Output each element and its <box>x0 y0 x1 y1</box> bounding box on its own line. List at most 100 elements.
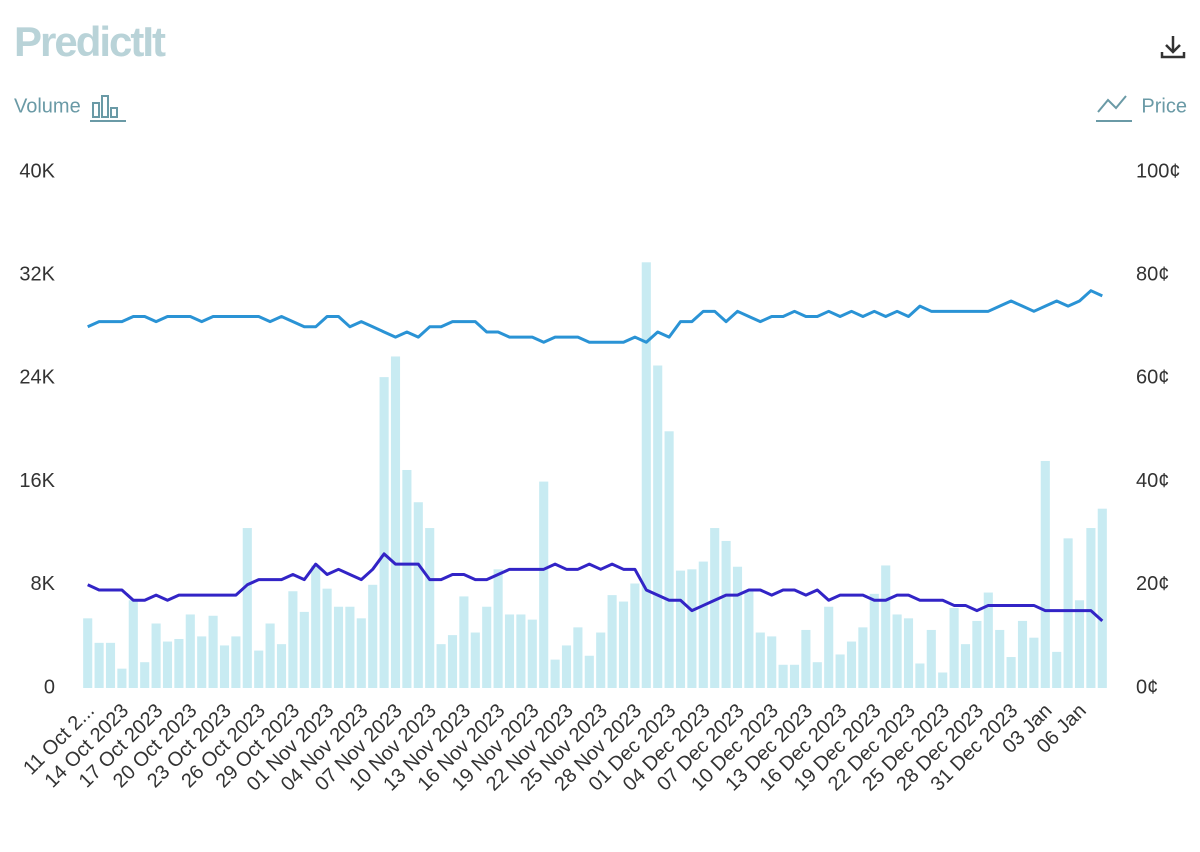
volume-bar <box>436 644 446 688</box>
volume-bar <box>1006 657 1016 688</box>
volume-bar <box>83 618 93 688</box>
y2-tick-label: 40¢ <box>1136 470 1169 492</box>
volume-bar <box>664 431 674 688</box>
volume-bar <box>493 569 503 688</box>
volume-bar <box>311 565 321 688</box>
volume-bar <box>1074 600 1085 688</box>
volume-bar <box>208 615 218 688</box>
volume-bar <box>1040 460 1050 688</box>
volume-bar <box>835 654 845 688</box>
volume-bar <box>630 583 640 688</box>
volume-bar <box>618 601 629 688</box>
volume-bar <box>653 365 663 688</box>
y-tick-label: 24K <box>19 367 55 389</box>
volume-bar <box>185 614 195 688</box>
logo: PredictIt <box>14 18 166 65</box>
volume-bar <box>162 641 173 688</box>
volume-bar <box>504 614 515 688</box>
volume-bar <box>539 481 549 688</box>
volume-bar <box>687 569 697 688</box>
volume-bar <box>721 540 731 688</box>
volume-bar <box>254 650 264 688</box>
volume-bar <box>242 528 252 688</box>
volume-bar <box>105 642 116 688</box>
volume-bar <box>983 592 993 688</box>
volume-bar <box>1017 620 1028 688</box>
y-axis-label: Volume <box>14 95 81 117</box>
volume-bar <box>767 636 777 688</box>
volume-bar <box>1086 528 1096 688</box>
volume-bar <box>94 642 104 688</box>
volume-bar <box>527 619 537 688</box>
y2-tick-label: 0¢ <box>1136 676 1158 698</box>
volume-bar <box>607 595 617 688</box>
volume-bar <box>265 623 275 688</box>
volume-bar <box>516 614 526 688</box>
volume-bar <box>960 644 971 688</box>
volume-bar <box>892 614 902 688</box>
volume-bar <box>379 377 389 688</box>
y2-tick-label: 60¢ <box>1136 367 1169 389</box>
y-tick-label: 40K <box>19 160 55 182</box>
volume-bar <box>174 638 184 688</box>
y2-tick-label: 100¢ <box>1136 160 1181 182</box>
volume-bar <box>824 606 834 688</box>
volume-bar <box>755 632 765 688</box>
volume-bar <box>345 606 355 688</box>
y2-tick-label: 80¢ <box>1136 263 1169 285</box>
price-line <box>87 552 1104 623</box>
volume-bar <box>573 627 583 688</box>
volume-bar <box>550 659 560 688</box>
volume-bar <box>698 561 708 688</box>
volume-icon <box>90 95 126 122</box>
volume-bar <box>938 672 948 688</box>
volume-bar <box>402 469 412 688</box>
volume-bar <box>596 632 606 688</box>
volume-bar <box>197 636 207 688</box>
volume-bar <box>482 606 492 688</box>
volume-bar <box>744 591 754 688</box>
volume-bar <box>1052 651 1062 688</box>
volume-bar <box>641 262 651 688</box>
volume-bar <box>812 662 822 688</box>
volume-bar <box>903 618 914 688</box>
volume-bar <box>140 662 150 688</box>
volume-bar <box>584 655 594 688</box>
volume-bar <box>333 606 344 688</box>
volume-bar <box>276 644 287 688</box>
volume-bar <box>322 588 332 688</box>
y-tick-label: 16K <box>19 470 55 492</box>
volume-bar <box>447 635 458 688</box>
y-tick-label: 0 <box>44 676 55 698</box>
volume-bar <box>299 611 309 688</box>
volume-bar <box>995 629 1005 688</box>
volume-bar <box>949 608 959 688</box>
volume-bar <box>1029 637 1039 688</box>
volume-bar <box>231 636 241 688</box>
volume-bar <box>356 618 366 688</box>
volume-bar <box>1097 508 1107 688</box>
volume-bar <box>881 565 891 688</box>
y2-tick-label: 20¢ <box>1136 573 1169 595</box>
download-icon[interactable] <box>1160 36 1186 59</box>
volume-bar <box>915 663 925 688</box>
volume-bar <box>858 627 868 688</box>
volume-bar <box>368 584 378 688</box>
volume-bar <box>710 528 720 688</box>
y2-axis-label: Price <box>1141 95 1187 117</box>
price-icon <box>1096 95 1132 122</box>
volume-bar <box>846 641 857 688</box>
y-tick-label: 8K <box>31 573 56 595</box>
volume-bar <box>561 645 572 688</box>
y-tick-label: 32K <box>19 263 55 285</box>
volume-bar <box>470 632 480 688</box>
volume-bar <box>778 664 788 688</box>
volume-bar <box>288 591 298 688</box>
volume-bar <box>675 570 686 688</box>
volume-bar <box>128 600 138 688</box>
volume-bar <box>459 596 469 688</box>
volume-bar <box>390 356 401 688</box>
volume-bar <box>789 664 800 688</box>
